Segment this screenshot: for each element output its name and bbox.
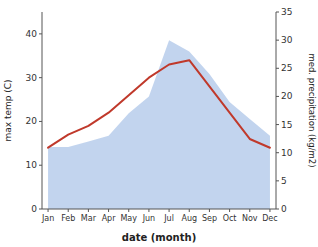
x-tick xyxy=(169,209,170,212)
y2-tick-label: 10 xyxy=(281,148,293,158)
y2-tick xyxy=(276,96,279,97)
y2-tick-label: 15 xyxy=(281,120,292,130)
precipitation-area xyxy=(48,40,270,209)
y2-tick xyxy=(276,68,279,69)
x-tick-label: Mar xyxy=(81,214,97,223)
y2-tick-label: 0 xyxy=(281,204,287,214)
y2-tick-label: 35 xyxy=(281,7,292,17)
y2-tick xyxy=(276,152,279,153)
y2-axis-label: med. precipitation (kg/m2) xyxy=(307,53,317,167)
y2-tick xyxy=(276,180,279,181)
y-tick-label: 20 xyxy=(26,116,38,126)
x-tick-label: Oct xyxy=(223,214,237,223)
y-tick-label: 0 xyxy=(31,204,37,214)
x-tick xyxy=(269,209,270,212)
x-tick-label: Aug xyxy=(181,214,197,223)
y-axis-line xyxy=(42,12,43,209)
x-tick-label: Apr xyxy=(102,214,117,223)
temperature-line xyxy=(48,60,270,148)
plot-area xyxy=(48,40,270,209)
chart: 0 10 20 30 40 0 5 10 15 20 25 30 35 Jan Feb Mar AprMay Ju… xyxy=(0,0,318,247)
y2-tick xyxy=(276,40,279,41)
y2-tick-label: 30 xyxy=(281,35,293,45)
x-tick-label: May xyxy=(120,214,137,223)
x-tick xyxy=(189,209,190,212)
y2-tick-label: 20 xyxy=(281,91,293,101)
y2-tick-label: 5 xyxy=(281,176,287,186)
y-tick xyxy=(39,33,42,34)
y2-tick xyxy=(276,209,279,210)
y2-axis-line xyxy=(276,12,277,209)
y-tick xyxy=(39,121,42,122)
x-tick xyxy=(68,209,69,212)
y2-tick xyxy=(276,12,279,13)
x-axis-line xyxy=(42,209,276,210)
y-tick-label: 30 xyxy=(26,73,38,83)
x-tick-label: Feb xyxy=(61,214,75,223)
y-tick-label: 40 xyxy=(26,29,38,39)
y-tick xyxy=(39,209,42,210)
x-tick-label: Nov xyxy=(242,214,258,223)
y2-tick xyxy=(276,124,279,125)
x-tick xyxy=(48,209,49,212)
y2-tick-label: 25 xyxy=(281,63,292,73)
x-tick-label: Jul xyxy=(163,214,174,223)
x-tick-label: Dec xyxy=(262,214,277,223)
x-tick xyxy=(88,209,89,212)
x-tick xyxy=(128,209,129,212)
x-tick xyxy=(108,209,109,212)
y-tick xyxy=(39,165,42,166)
x-axis-label: date (month) xyxy=(122,232,196,243)
x-tick-label: Jun xyxy=(142,214,156,223)
x-tick xyxy=(148,209,149,212)
x-tick-label: Sep xyxy=(202,214,217,223)
chart-container: 0 10 20 30 40 0 5 10 15 20 25 30 35 Jan Feb Mar AprMay Ju… xyxy=(0,0,318,247)
y-tick xyxy=(39,77,42,78)
y-axis-label: max temp (C) xyxy=(3,79,13,141)
x-tick xyxy=(229,209,230,212)
x-tick-label: Jan xyxy=(41,214,54,223)
x-tick xyxy=(209,209,210,212)
x-tick xyxy=(249,209,250,212)
y-tick-label: 10 xyxy=(26,160,38,170)
